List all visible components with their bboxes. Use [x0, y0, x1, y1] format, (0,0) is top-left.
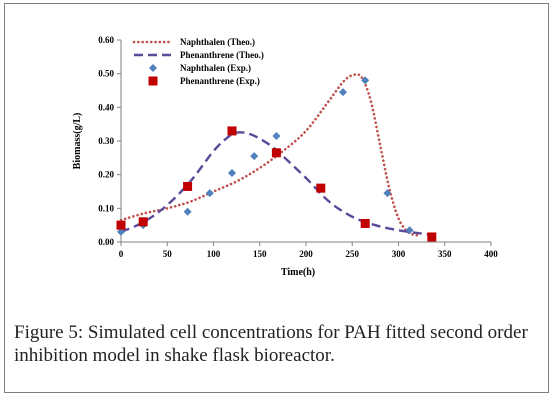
chart: 0.00 0.10 0.20 0.30 0.40 0.50 0.60 0 50 100 150 200…: [72, 35, 498, 278]
data-point-phenanthrene-exp: [183, 181, 193, 191]
data-point-naphthalen-exp: [183, 207, 192, 216]
data-point-naphthalen-exp: [339, 88, 347, 97]
data-point-naphthalen-exp: [250, 152, 259, 161]
x-tick-label: 400: [484, 249, 498, 259]
y-tick-label: 0.20: [98, 170, 114, 180]
series-line-naphthalen-theo: [119, 73, 419, 237]
legend-label-phenanthrene-theo: Phenanthrene (Theo.): [180, 50, 264, 60]
legend-label-naphthalen-exp: Naphthalen (Exp.): [180, 63, 251, 73]
axes: 0.00 0.10 0.20 0.30 0.40 0.50 0.60 0 50 100 150 200…: [72, 35, 498, 278]
x-tick-label: 250: [346, 249, 360, 259]
legend-label-phenanthrene-exp: Phenanthrene (Exp.): [180, 76, 260, 86]
data-point-phenanthrene-exp: [271, 148, 281, 158]
x-tick-label: 300: [392, 249, 406, 259]
y-tick-label: 0.60: [98, 35, 114, 45]
figure-caption: Figure 5: Simulated cell concentrations …: [14, 321, 544, 367]
data-point-naphthalen-exp: [228, 168, 236, 177]
x-tick-label: 350: [438, 249, 452, 259]
x-tick-label: 0: [119, 249, 124, 259]
x-axis-title: Time(h): [281, 267, 315, 278]
data-point-naphthalen-exp: [405, 226, 414, 235]
x-tick-label: 100: [207, 249, 221, 259]
y-tick-label: 0.30: [98, 136, 114, 146]
data-point-phenanthrene-exp: [227, 126, 237, 136]
y-axis-title: Biomass(g/L): [72, 113, 83, 170]
data-point-naphthalen-exp: [361, 76, 370, 85]
legend-label-naphthalen-theo: Naphthalen (Theo.): [180, 37, 255, 47]
legend: Naphthalen (Theo.) Phenanthrene (Theo.) Na…: [132, 37, 264, 86]
data-point-naphthalen-exp: [117, 227, 125, 236]
data-point-phenanthrene-exp: [360, 218, 370, 228]
data-point-naphthalen-exp: [272, 131, 281, 140]
data-point-phenanthrene-exp: [116, 220, 126, 230]
data-point-phenanthrene-exp: [316, 183, 326, 193]
legend-swatch-naphthalen-exp: [149, 64, 157, 72]
x-tick-label: 50: [163, 249, 173, 259]
y-tick-label: 0.00: [98, 237, 114, 247]
y-tick-label: 0.40: [98, 102, 114, 112]
y-tick-label: 0.10: [98, 203, 114, 213]
figure-frame: [4, 3, 549, 393]
x-tick-label: 200: [299, 249, 313, 259]
x-tick-label: 150: [253, 249, 267, 259]
data-point-naphthalen-exp: [383, 189, 392, 198]
series-line-phenanthrene-theo: [120, 131, 436, 237]
caption-text: Simulated cell concentrations for PAH fi…: [14, 322, 528, 366]
data-point-phenanthrene-exp: [138, 217, 148, 227]
plot-area: [116, 73, 437, 242]
legend-swatch-phenanthrene-exp: [148, 76, 158, 86]
y-tick-label: 0.50: [98, 69, 114, 79]
caption-label: Figure 5:: [14, 322, 84, 343]
data-point-phenanthrene-exp: [427, 232, 437, 242]
data-point-naphthalen-exp: [205, 189, 214, 198]
